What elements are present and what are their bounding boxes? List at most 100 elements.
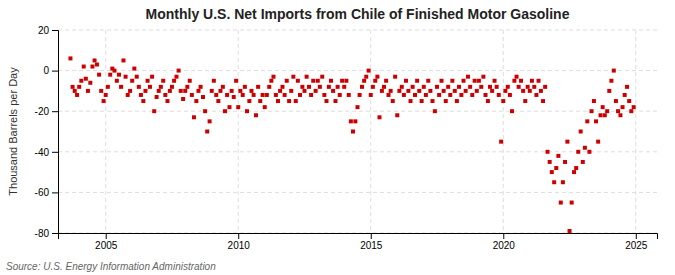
point: [614, 99, 618, 103]
point: [238, 89, 242, 93]
point: [95, 63, 99, 67]
point: [203, 109, 207, 113]
point: [300, 85, 304, 89]
y-tick-mark: [52, 192, 58, 193]
point: [583, 146, 587, 150]
y-tick: 0: [43, 65, 58, 76]
x-tick-label: 2025: [625, 240, 648, 251]
point: [404, 79, 408, 83]
point: [530, 79, 534, 83]
point: [285, 79, 289, 83]
point: [548, 160, 552, 164]
point: [369, 93, 373, 97]
point: [265, 93, 269, 97]
x-tick: 2015: [360, 233, 383, 251]
point: [124, 75, 128, 79]
point: [599, 113, 603, 117]
point: [289, 89, 293, 93]
point: [183, 89, 187, 93]
point: [139, 93, 143, 97]
point: [307, 85, 311, 89]
point: [601, 105, 605, 109]
point: [587, 150, 591, 154]
point: [130, 79, 134, 83]
point: [470, 93, 474, 97]
point: [274, 93, 278, 97]
point: [375, 75, 379, 79]
point: [205, 130, 209, 134]
point: [143, 89, 147, 93]
point: [572, 170, 576, 174]
point: [73, 89, 77, 93]
x-tick-mark: [636, 233, 637, 239]
point: [479, 85, 483, 89]
point: [230, 89, 234, 93]
point: [351, 130, 355, 134]
point: [93, 58, 97, 62]
x-tick: 2025: [625, 233, 648, 251]
y-grid-line: [58, 30, 657, 31]
point: [477, 79, 481, 83]
point: [115, 79, 119, 83]
point: [431, 99, 435, 103]
point: [632, 105, 636, 109]
point: [358, 93, 362, 97]
point: [495, 85, 499, 89]
point: [484, 93, 488, 97]
point: [119, 85, 123, 89]
point: [406, 89, 410, 93]
point: [320, 75, 324, 79]
point: [172, 79, 176, 83]
point: [459, 93, 463, 97]
x-axis-line: [59, 234, 658, 240]
point: [347, 93, 351, 97]
point: [258, 99, 262, 103]
point: [152, 109, 156, 113]
point: [132, 67, 136, 71]
point: [192, 115, 196, 119]
point: [462, 79, 466, 83]
point: [440, 79, 444, 83]
point: [254, 113, 258, 117]
point: [302, 89, 306, 93]
point: [464, 89, 468, 93]
y-tick-label: -40: [35, 147, 50, 158]
point: [515, 75, 519, 79]
points: [68, 56, 635, 233]
y-tick: -60: [35, 187, 58, 198]
y-tick-label: 20: [38, 25, 50, 36]
point: [88, 81, 92, 85]
point: [71, 85, 75, 89]
point: [223, 109, 227, 113]
point: [397, 89, 401, 93]
point: [212, 79, 216, 83]
point: [539, 89, 543, 93]
point: [168, 89, 172, 93]
point: [77, 85, 81, 89]
y-tick-label: -80: [35, 228, 50, 239]
point: [141, 99, 145, 103]
point: [508, 93, 512, 97]
y-grid-line: [58, 151, 657, 152]
point: [199, 85, 203, 89]
point: [435, 85, 439, 89]
point: [382, 85, 386, 89]
point: [561, 180, 565, 184]
point: [329, 79, 333, 83]
point: [554, 166, 558, 170]
point: [322, 93, 326, 97]
point: [521, 89, 525, 93]
point: [316, 79, 320, 83]
point: [488, 85, 492, 89]
point: [84, 77, 88, 81]
y-tick: -20: [35, 106, 58, 117]
point: [442, 89, 446, 93]
point: [170, 85, 174, 89]
point: [526, 85, 530, 89]
point: [393, 75, 397, 79]
point: [216, 99, 220, 103]
point: [108, 73, 112, 77]
point: [609, 79, 613, 83]
point: [563, 160, 567, 164]
point: [334, 99, 338, 103]
